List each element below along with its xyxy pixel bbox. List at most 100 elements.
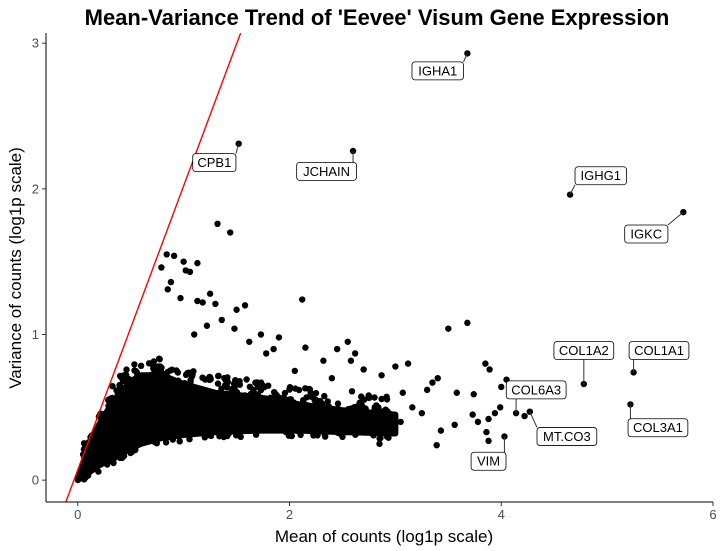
data-point — [392, 363, 399, 370]
data-point — [254, 391, 262, 398]
gene-label-box — [536, 427, 598, 446]
data-point — [158, 369, 166, 376]
data-point — [216, 433, 223, 440]
data-point — [365, 394, 373, 402]
data-point — [464, 319, 471, 327]
data-point — [194, 297, 201, 305]
gene-label-col3a1: COL3A1 — [627, 404, 689, 438]
data-point — [95, 468, 102, 475]
data-point — [270, 345, 277, 353]
data-point — [303, 394, 310, 401]
data-point — [322, 433, 329, 440]
data-point — [321, 392, 328, 400]
y-axis-title: Variance of counts (log1p scale) — [6, 147, 25, 389]
data-point — [177, 294, 184, 302]
gene-label-text: IGHG1 — [581, 168, 621, 183]
data-point — [356, 401, 363, 408]
data-point — [351, 350, 359, 357]
data-point — [334, 405, 342, 413]
data-point — [203, 322, 211, 329]
data-point — [275, 394, 282, 401]
data-point — [231, 325, 238, 332]
data-point — [117, 385, 125, 392]
gene-label-box — [296, 161, 357, 181]
data-point — [377, 431, 384, 438]
data-point — [218, 316, 225, 324]
data-point — [374, 406, 382, 414]
data-point — [333, 345, 341, 353]
data-point — [491, 409, 499, 417]
data-point — [168, 366, 176, 373]
data-point — [328, 374, 336, 382]
data-point — [162, 439, 170, 446]
x-axis-title: Mean of counts (log1p scale) — [275, 527, 493, 546]
data-point — [498, 383, 505, 391]
data-point — [81, 476, 88, 483]
data-point — [131, 361, 138, 368]
plot-area: IGHA1 CPB1 JCHAIN IGHG1 IGKC COL1A2 COL1A1 COL6… — [65, 33, 690, 502]
gene-label-col1a2: COL1A2 — [553, 341, 615, 385]
gene-label-text: COL1A2 — [559, 343, 609, 358]
data-point — [383, 433, 391, 440]
y-tick-label: 2 — [32, 181, 39, 196]
gene-label-text: COL3A1 — [633, 420, 683, 435]
data-point — [445, 325, 452, 332]
gene-label-jchain: JCHAIN — [296, 150, 357, 181]
data-point — [252, 431, 260, 438]
data-point — [344, 338, 351, 345]
data-point — [312, 389, 320, 397]
x-tick-label: 4 — [498, 507, 505, 522]
data-point — [482, 360, 489, 367]
leader-line — [569, 184, 576, 195]
data-point — [302, 344, 309, 351]
data-point — [163, 251, 170, 258]
data-point — [387, 425, 395, 433]
data-point — [84, 470, 91, 477]
data-point — [100, 411, 108, 418]
data-point — [474, 418, 482, 426]
data-point — [170, 252, 178, 260]
data-point — [246, 338, 253, 345]
gene-label-text: COL6A3 — [511, 382, 561, 397]
data-point — [526, 408, 534, 415]
data-point — [409, 404, 416, 411]
data-point — [352, 431, 359, 438]
data-point — [378, 395, 385, 403]
data-point — [324, 398, 331, 405]
data-point — [187, 376, 194, 384]
data-point — [496, 404, 504, 411]
gene-label-text: IGHA1 — [418, 63, 457, 78]
data-point — [360, 366, 367, 373]
data-point — [186, 268, 194, 276]
gene-label-cpb1: CPB1 — [192, 143, 240, 173]
data-point — [108, 400, 115, 408]
y-tick-label: 1 — [32, 327, 39, 342]
gene-label-text: VIM — [477, 454, 500, 469]
data-point — [181, 380, 188, 387]
data-point — [203, 432, 211, 439]
gene-label-ighg1: IGHG1 — [569, 166, 627, 195]
data-point — [297, 431, 304, 439]
data-point — [156, 356, 163, 363]
data-point — [434, 374, 441, 382]
data-point — [325, 403, 332, 410]
data-point — [370, 432, 377, 439]
data-point — [229, 390, 236, 397]
data-point — [109, 394, 116, 402]
data-point — [158, 264, 165, 271]
gene-label-box — [628, 341, 690, 360]
data-point — [137, 362, 145, 369]
data-point — [119, 377, 127, 384]
data-point — [122, 371, 130, 379]
x-tick-label: 6 — [709, 507, 716, 522]
data-point — [485, 437, 492, 445]
data-point — [627, 401, 634, 408]
data-point — [290, 399, 298, 406]
data-point — [257, 331, 265, 338]
y-tick-label: 0 — [32, 473, 39, 488]
data-point — [109, 383, 116, 390]
data-point — [371, 394, 378, 401]
data-point — [521, 412, 528, 420]
data-point — [241, 302, 249, 309]
